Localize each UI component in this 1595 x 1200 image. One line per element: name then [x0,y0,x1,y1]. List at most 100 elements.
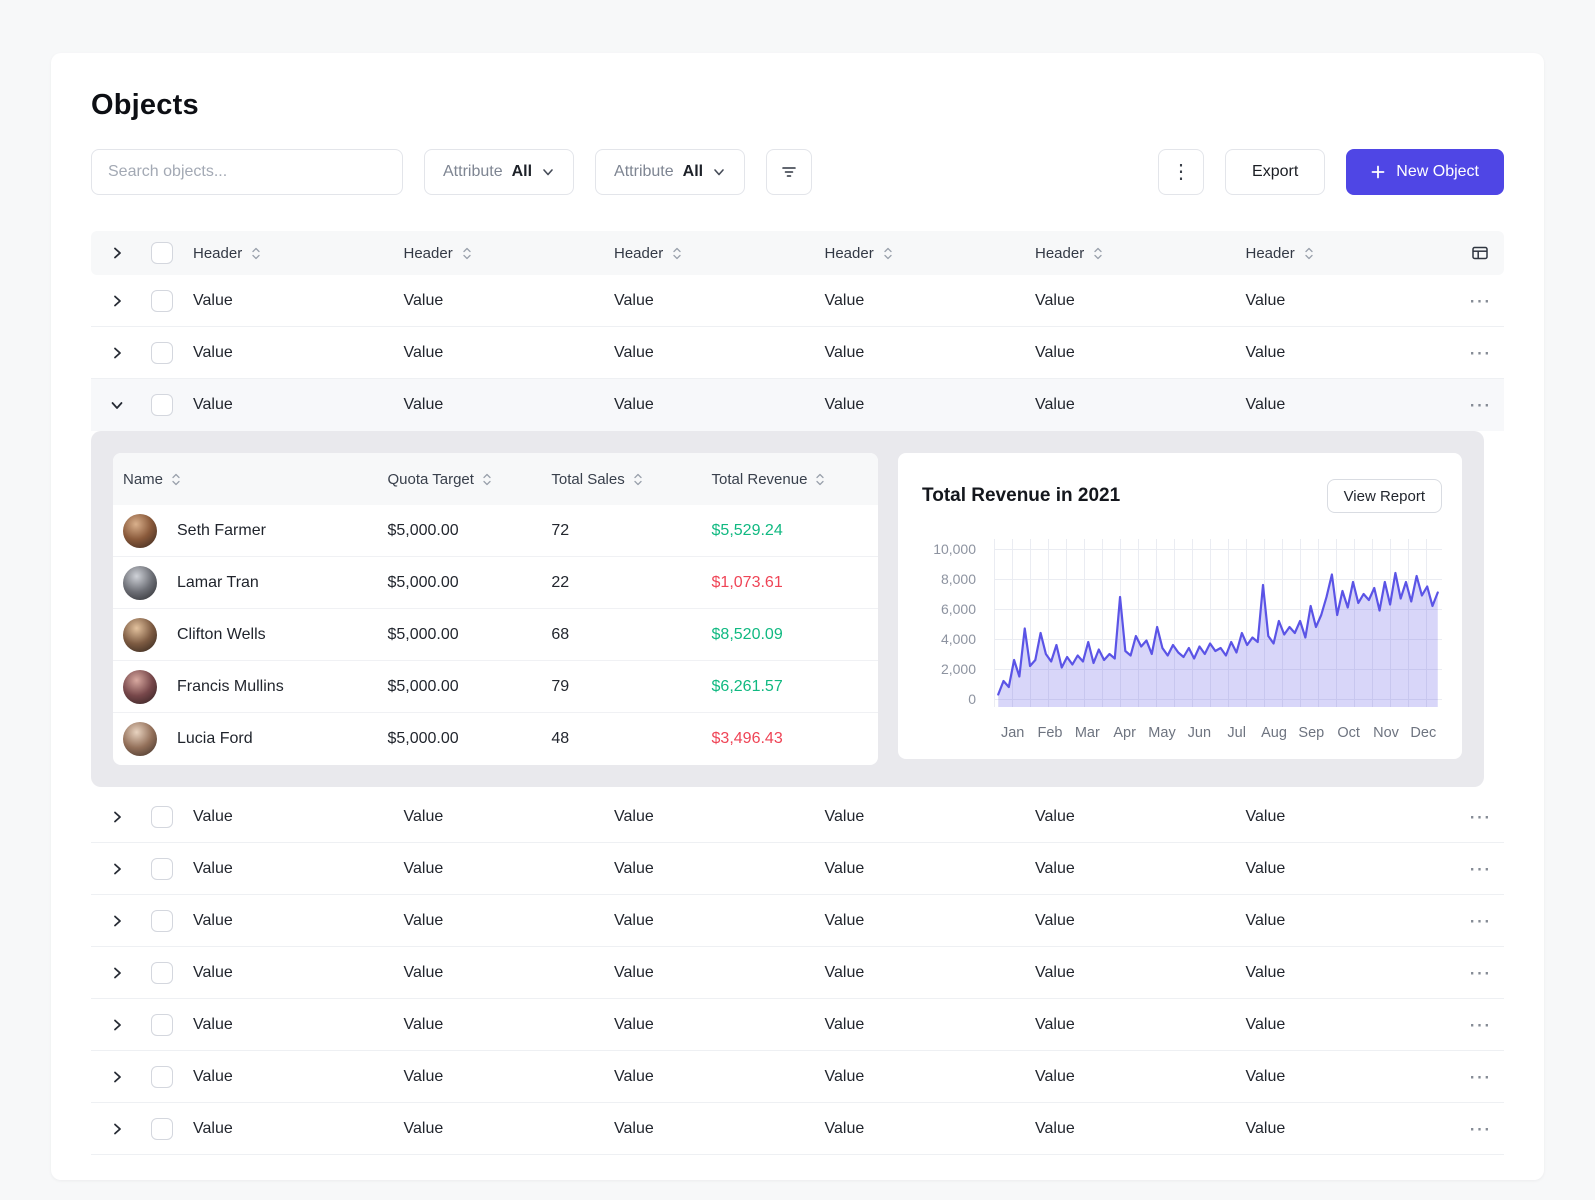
expand-row-button[interactable] [103,959,131,987]
subtable-column-header[interactable]: Name [123,471,387,488]
subtable-row: Lucia Ford $5,000.00 48 $3,496.43 [113,713,878,765]
quota-target-value: $5,000.00 [387,521,459,539]
cell-value: Value [403,859,444,877]
table-header-row: Header Header Header Header Header Heade… [91,231,1504,275]
avatar [123,722,157,756]
cell-value: Value [824,291,865,309]
expand-row-button[interactable] [103,803,131,831]
attribute-filter-1[interactable]: Attribute All [424,149,575,195]
row-checkbox[interactable] [151,805,173,828]
expand-row-button[interactable] [103,1063,131,1091]
x-axis-label: Jan [1000,725,1025,741]
expand-row-button[interactable] [103,1011,131,1039]
filter-button[interactable] [766,149,813,195]
column-settings-button[interactable] [1471,244,1489,262]
cell-value: Value [824,1067,865,1085]
subtable-row: Seth Farmer $5,000.00 72 $5,529.24 [113,505,879,557]
row-checkbox[interactable] [151,1065,173,1088]
cell-value: Value [1245,395,1286,413]
table-row: Value Value Value Value Value Value ⋯ [91,379,1504,431]
sort-icon [171,472,181,487]
expand-all-button[interactable] [103,239,131,267]
row-actions-button[interactable]: ⋯ [1468,339,1492,365]
row-actions-button[interactable]: ⋯ [1468,1063,1492,1089]
plus-icon [1371,165,1385,179]
chart-title: Total Revenue in 2021 [922,485,1121,506]
subtable-header-row: Name Quota Target Total Sales Total Reve… [113,453,879,505]
row-actions-button[interactable]: ⋯ [1468,287,1492,313]
column-header[interactable]: Header [825,245,1036,262]
subtable-column-header-label: Total Revenue [711,470,808,488]
x-axis-label: Mar [1074,725,1100,741]
cell-value: Value [403,1015,444,1033]
chevron-right-icon [109,1121,125,1137]
select-all-checkbox[interactable] [151,242,173,264]
cell-value: Value [193,1119,233,1137]
chevron-right-icon [109,965,125,981]
row-checkbox[interactable] [151,1117,173,1140]
row-actions-button[interactable]: ⋯ [1468,959,1492,985]
row-checkbox[interactable] [151,961,173,984]
view-report-button[interactable]: View Report [1326,479,1442,513]
cell-value: Value [614,1067,654,1085]
cell-value: Value [614,859,654,877]
row-actions-button[interactable]: ⋯ [1468,907,1492,933]
new-object-button[interactable]: New Object [1346,149,1504,195]
column-header[interactable]: Header [404,245,615,262]
chevron-down-icon [541,165,555,179]
chart-header: Total Revenue in 2021 View Report [918,479,1442,513]
x-axis-label: Oct [1337,725,1360,741]
cell-value: Value [824,1119,865,1137]
column-header[interactable]: Header [193,245,404,262]
subtable-column-header[interactable]: Total Sales [551,471,711,488]
expand-row-button[interactable] [103,907,131,935]
column-header[interactable]: Header [1246,245,1457,262]
expand-row-button[interactable] [103,391,131,419]
expand-row-button[interactable] [103,1115,131,1143]
quota-target-value: $5,000.00 [387,625,459,643]
row-actions-button[interactable]: ⋯ [1468,855,1492,881]
row-actions-button[interactable]: ⋯ [1468,391,1492,417]
row-checkbox[interactable] [151,289,173,312]
row-checkbox[interactable] [151,857,173,880]
export-button[interactable]: Export [1225,149,1326,195]
cell-value: Value [824,343,865,361]
attribute-filter-2[interactable]: Attribute All [595,149,746,195]
cell-value: Value [193,1015,233,1033]
table-row: Value Value Value Value Value Value ⋯ [91,791,1504,843]
more-options-button[interactable]: ⋮ [1158,149,1205,195]
search-input[interactable] [91,149,403,195]
expand-row-button[interactable] [103,855,131,883]
column-header[interactable]: Header [1035,245,1246,262]
row-actions-button[interactable]: ⋯ [1468,803,1492,829]
total-sales-value: 68 [551,625,570,643]
cell-value: Value [824,911,865,929]
subtable-column-header[interactable]: Quota Target [387,471,551,488]
quota-target-value: $5,000.00 [387,677,459,695]
row-checkbox[interactable] [151,393,173,416]
row-checkbox[interactable] [151,909,173,932]
cell-value: Value [1035,1015,1075,1033]
cell-value: Value [824,395,865,413]
cell-value: Value [1035,963,1075,981]
chart-x-axis: Jan Feb Mar Apr May Jun Jul Aug Sep Oct Nov Dec [994,725,1442,741]
expand-row-button[interactable] [103,339,131,367]
cell-value: Value [824,963,865,981]
revenue-chart-card: Total Revenue in 2021 View Report 10,000… [898,453,1462,759]
person-cell: Clifton Wells [123,617,387,652]
subtable-row: Clifton Wells $5,000.00 68 $8,520.09 [113,609,879,661]
avatar [123,513,157,548]
row-actions-button[interactable]: ⋯ [1468,1115,1492,1141]
expand-row-button[interactable] [103,287,131,315]
row-checkbox[interactable] [151,341,173,364]
chevron-right-icon [109,245,125,261]
expanded-row-panel: Name Quota Target Total Sales Total Reve… [91,431,1484,787]
cell-value: Value [1035,859,1075,877]
row-actions-button[interactable]: ⋯ [1468,1011,1492,1037]
table-row: Value Value Value Value Value Value ⋯ [91,1103,1504,1155]
row-checkbox[interactable] [151,1013,173,1036]
column-header[interactable]: Header [614,245,825,262]
sort-icon [883,246,893,261]
person-cell: Francis Mullins [123,669,387,704]
subtable-column-header[interactable]: Total Revenue [712,471,868,488]
